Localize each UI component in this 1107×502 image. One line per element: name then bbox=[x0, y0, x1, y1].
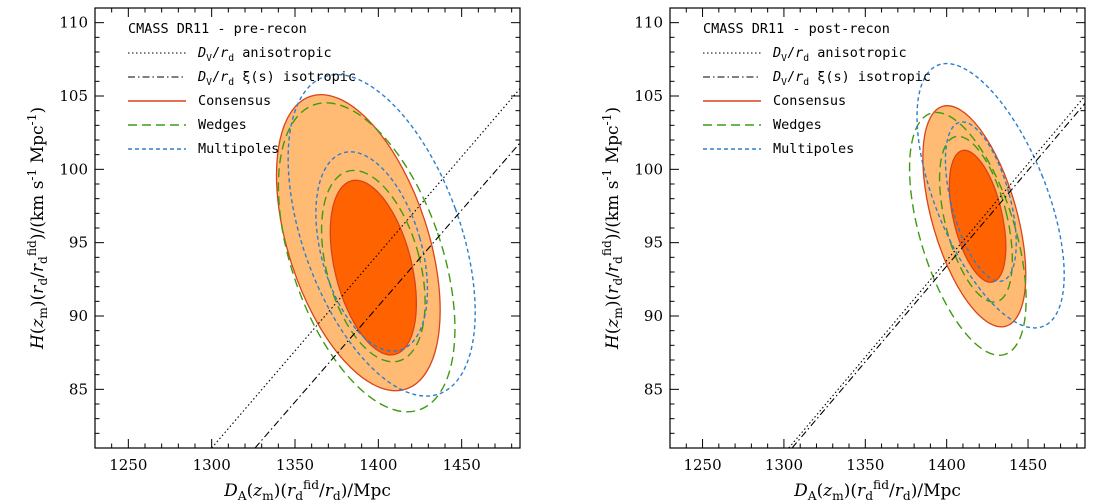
wedges-2sigma-contour bbox=[277, 102, 456, 413]
multipoles-1sigma-contour bbox=[315, 151, 429, 352]
legend-label: Multipoles bbox=[198, 141, 279, 157]
dv-isotropic-line bbox=[254, 142, 520, 448]
ticks bbox=[94, 7, 520, 449]
y-tick-label: 110 bbox=[634, 14, 663, 32]
y-tick-label: 100 bbox=[59, 160, 88, 178]
y-tick-label: 105 bbox=[634, 87, 663, 105]
wedges-1sigma-contour bbox=[320, 169, 426, 363]
y-tick-label: 85 bbox=[69, 380, 88, 398]
wedges-1sigma-contour bbox=[938, 135, 1014, 303]
legend-title: CMASS DR11 - pre-recon bbox=[128, 21, 307, 37]
legend-label: DV/rd anisotropic bbox=[772, 45, 907, 64]
x-tick-label: 1250 bbox=[109, 456, 147, 474]
multipoles-2sigma-contour bbox=[287, 73, 476, 397]
consensus-1sigma-contour bbox=[948, 149, 1007, 283]
multipoles-2sigma-contour bbox=[916, 62, 1065, 329]
legend-label: Wedges bbox=[198, 117, 247, 133]
y-tick-label: 90 bbox=[69, 307, 88, 325]
plot-area bbox=[788, 62, 1085, 448]
legend-label: Multipoles bbox=[773, 141, 854, 157]
consensus-1sigma-contour bbox=[329, 179, 418, 356]
legend-label: DV/rd ξ(s) isotropic bbox=[772, 69, 931, 88]
panel-post-recon: 1250 1300 1350 1400 1450 85 90 95 100 105 110 DA(zm… bbox=[600, 7, 1086, 502]
x-tick-label: 1300 bbox=[193, 456, 231, 474]
legend-label: DV/rd anisotropic bbox=[197, 45, 332, 64]
dv-isotropic-line bbox=[791, 102, 1085, 448]
legend-label: Wedges bbox=[773, 117, 822, 133]
x-tick-label: 1300 bbox=[765, 456, 803, 474]
x-tick-label: 1400 bbox=[359, 456, 397, 474]
panel-pre-recon: 1250 1300 1350 1400 1450 85 90 95 100 105 110 DA(zm… bbox=[25, 7, 521, 502]
legend-title: CMASS DR11 - post-recon bbox=[703, 21, 890, 37]
y-tick-label: 105 bbox=[59, 87, 88, 105]
plot-area bbox=[211, 73, 520, 448]
legend-label: Consensus bbox=[773, 93, 846, 109]
y-tick-label: 95 bbox=[69, 234, 88, 252]
x-tick-label: 1350 bbox=[276, 456, 314, 474]
multipoles-1sigma-contour bbox=[944, 121, 1017, 282]
legend-label: DV/rd ξ(s) isotropic bbox=[197, 69, 356, 88]
y-tick-label: 95 bbox=[644, 234, 663, 252]
y-axis-label: H(zm)(rd/rdfid)/(km s-1 Mpc-1) bbox=[25, 107, 50, 350]
y-axis-label: H(zm)(rd/rdfid)/(km s-1 Mpc-1) bbox=[600, 107, 625, 350]
x-tick-label: 1450 bbox=[1009, 456, 1047, 474]
x-axis-label: DA(zm)(rdfid/rd)/Mpc bbox=[223, 478, 391, 502]
y-tick-label: 110 bbox=[59, 14, 88, 32]
x-tick-label: 1350 bbox=[846, 456, 884, 474]
legend: CMASS DR11 - pre-recon DV/rd anisotropic D… bbox=[128, 21, 356, 157]
x-tick-label: 1250 bbox=[683, 456, 721, 474]
legend: CMASS DR11 - post-recon DV/rd anisotropic… bbox=[703, 21, 931, 157]
y-tick-label: 90 bbox=[644, 307, 663, 325]
ticks bbox=[669, 7, 1085, 449]
y-tick-label: 85 bbox=[644, 380, 663, 398]
x-axis-label: DA(zm)(rdfid/rd)/Mpc bbox=[793, 478, 961, 502]
x-tick-label: 1400 bbox=[928, 456, 966, 474]
legend-label: Consensus bbox=[198, 93, 271, 109]
dv-anisotropic-line bbox=[788, 95, 1085, 448]
dv-anisotropic-line bbox=[211, 88, 520, 448]
y-tick-label: 100 bbox=[634, 160, 663, 178]
x-tick-label: 1450 bbox=[443, 456, 481, 474]
